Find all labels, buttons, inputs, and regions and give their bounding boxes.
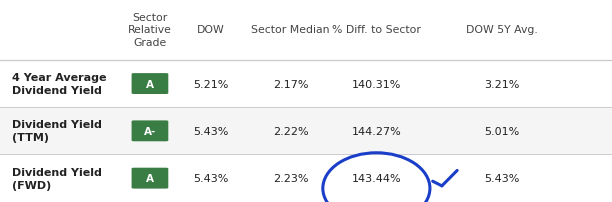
Text: 4 Year Average
Dividend Yield: 4 Year Average Dividend Yield bbox=[12, 73, 106, 96]
FancyBboxPatch shape bbox=[132, 168, 168, 189]
Text: 5.01%: 5.01% bbox=[484, 126, 520, 136]
Text: DOW 5Y Avg.: DOW 5Y Avg. bbox=[466, 25, 538, 35]
Text: 5.43%: 5.43% bbox=[193, 173, 229, 183]
Text: 143.44%: 143.44% bbox=[351, 173, 401, 183]
Text: 2.22%: 2.22% bbox=[273, 126, 308, 136]
Text: % Diff. to Sector: % Diff. to Sector bbox=[332, 25, 421, 35]
Text: 3.21%: 3.21% bbox=[484, 79, 520, 89]
FancyBboxPatch shape bbox=[132, 121, 168, 142]
Bar bbox=[0, 108, 612, 155]
Text: 140.31%: 140.31% bbox=[352, 79, 401, 89]
Text: 2.23%: 2.23% bbox=[273, 173, 308, 183]
Text: A: A bbox=[146, 79, 154, 89]
Text: 144.27%: 144.27% bbox=[351, 126, 401, 136]
Text: 5.43%: 5.43% bbox=[484, 173, 520, 183]
Text: Dividend Yield
(FWD): Dividend Yield (FWD) bbox=[12, 167, 102, 190]
Text: 2.17%: 2.17% bbox=[273, 79, 308, 89]
Bar bbox=[0, 155, 612, 202]
Text: A: A bbox=[146, 173, 154, 183]
Text: Sector
Relative
Grade: Sector Relative Grade bbox=[128, 13, 172, 48]
Bar bbox=[0, 61, 612, 108]
Text: DOW: DOW bbox=[197, 25, 225, 35]
Text: 5.43%: 5.43% bbox=[193, 126, 229, 136]
Text: Sector Median: Sector Median bbox=[252, 25, 330, 35]
Text: A-: A- bbox=[144, 126, 156, 136]
Text: 5.21%: 5.21% bbox=[193, 79, 229, 89]
FancyBboxPatch shape bbox=[132, 74, 168, 95]
Text: Dividend Yield
(TTM): Dividend Yield (TTM) bbox=[12, 120, 102, 143]
